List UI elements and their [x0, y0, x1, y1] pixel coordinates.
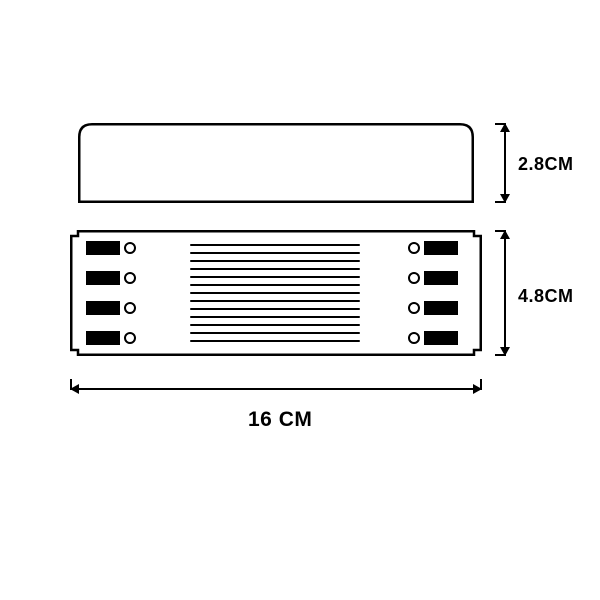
vent-line [190, 340, 360, 342]
terminal-bar [86, 271, 120, 285]
vent-line [190, 300, 360, 302]
terminal-hole [124, 302, 136, 314]
dim-top-arrow-down [500, 194, 510, 203]
dim-bot-arrow-up [500, 230, 510, 239]
terminal-row [408, 301, 466, 315]
dim-bot-label: 4.8CM [518, 286, 574, 307]
terminal-bar [86, 241, 120, 255]
side-profile-path [79, 124, 473, 202]
vent-line [190, 260, 360, 262]
vent-line [190, 316, 360, 318]
terminal-hole [408, 272, 420, 284]
vent-line [190, 244, 360, 246]
vent-line [190, 268, 360, 270]
terminal-bar [86, 301, 120, 315]
terminal-hole [124, 272, 136, 284]
vent-line [190, 252, 360, 254]
dim-top-line [504, 123, 506, 203]
vent-line [190, 292, 360, 294]
terminal-bar [424, 331, 458, 345]
terminal-bar [424, 301, 458, 315]
terminal-row [408, 331, 466, 345]
side-profile-outline [78, 123, 474, 203]
terminal-bar [86, 331, 120, 345]
terminal-row [408, 271, 466, 285]
dim-w-line [70, 388, 482, 390]
terminal-row [86, 241, 144, 255]
terminal-hole [408, 242, 420, 254]
dim-top-arrow-up [500, 123, 510, 132]
terminal-bar [424, 271, 458, 285]
vent-line [190, 324, 360, 326]
dim-w-arrow-left [70, 384, 79, 394]
right-terminal-block [408, 241, 466, 345]
diagram-canvas: 2.8CM 4.8CM 16 CM [0, 0, 600, 600]
vent-slots [190, 244, 360, 342]
dim-w-arrow-right [473, 384, 482, 394]
terminal-hole [124, 242, 136, 254]
terminal-row [408, 241, 466, 255]
dim-top-label: 2.8CM [518, 154, 574, 175]
side-profile-box [78, 123, 474, 203]
terminal-hole [124, 332, 136, 344]
vent-line [190, 276, 360, 278]
terminal-row [86, 301, 144, 315]
dim-w-label: 16 CM [248, 408, 312, 432]
vent-line [190, 284, 360, 286]
dim-bot-arrow-down [500, 347, 510, 356]
vent-line [190, 332, 360, 334]
terminal-hole [408, 332, 420, 344]
terminal-bar [424, 241, 458, 255]
terminal-row [86, 331, 144, 345]
terminal-row [86, 271, 144, 285]
terminal-hole [408, 302, 420, 314]
vent-line [190, 308, 360, 310]
dim-bot-line [504, 230, 506, 356]
left-terminal-block [86, 241, 144, 345]
